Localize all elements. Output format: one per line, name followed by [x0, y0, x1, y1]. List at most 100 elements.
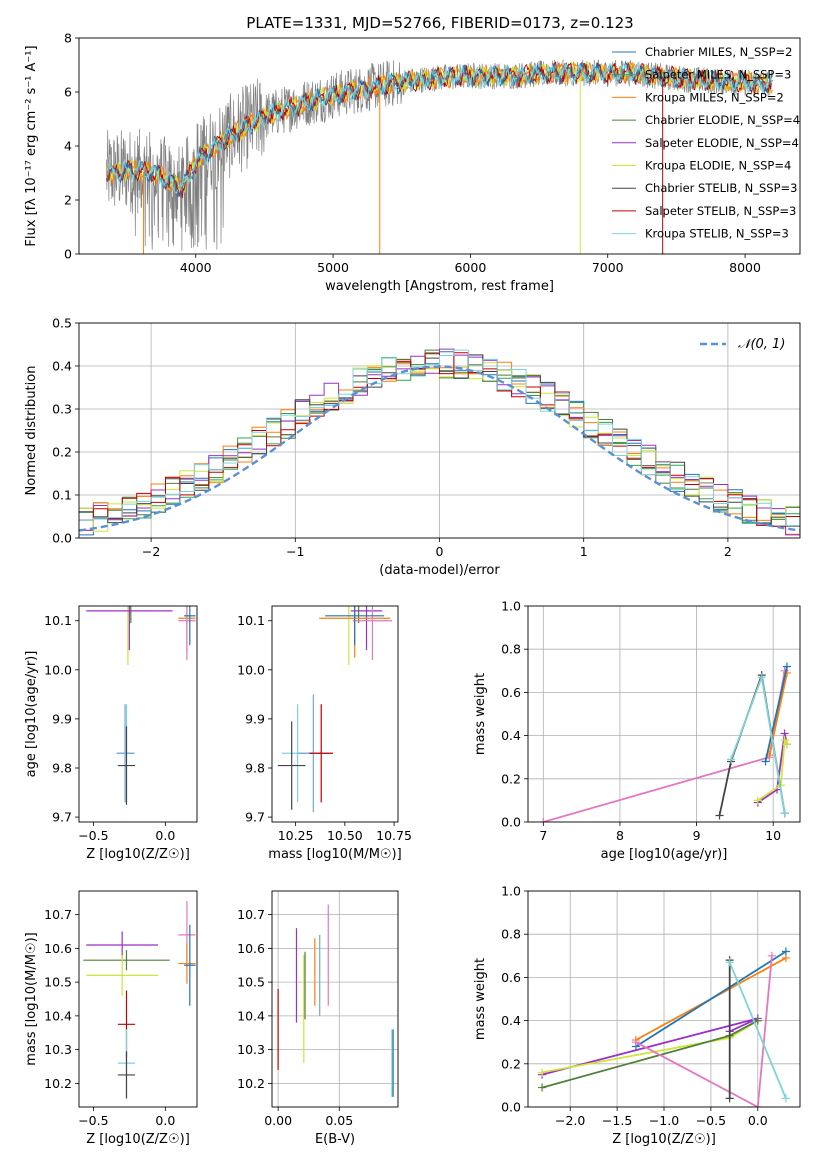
y-tick-label: 9.9: [245, 711, 265, 726]
weight-series: [757, 736, 788, 802]
panel-spectrum: 4000 5000 6000 7000 8000 0 2 4 6 8 wavelength [Ang…: [24, 31, 801, 294]
weight-series: [764, 666, 788, 762]
y-tick-label: 0.8: [501, 642, 521, 657]
axes-frame: [78, 37, 801, 255]
x-axis-label: Z [log10(Z/Z☉)]: [86, 1132, 190, 1147]
y-tick-label: 0.2: [501, 771, 521, 786]
plot-area-residuals: [79, 323, 800, 538]
y-axis-label: mass weight: [473, 673, 488, 755]
weight-point: [780, 809, 789, 818]
y-tick-label: 10.5: [44, 975, 72, 990]
panel-weight_vs_age: 7 8 9 10 0.0 0.2 0.4 0.6 0.8 1.0 age [log10(age/yr…: [473, 599, 801, 862]
y-tick-label: 0.0: [52, 531, 72, 546]
normal-curve: [79, 365, 800, 532]
y-tick-label: 0.0: [501, 815, 521, 830]
weight-point: [539, 818, 548, 822]
y-tick-label: 0: [64, 247, 72, 262]
legend-entry: Kroupa MILES, N_SSP=2: [645, 90, 784, 104]
x-tick-label: −1: [286, 544, 304, 559]
weight-point: [725, 1094, 734, 1103]
weight-point: [753, 796, 762, 805]
y-tick-label: 2: [64, 193, 72, 208]
weight-point: [727, 755, 736, 764]
y-tick-label: 10.7: [237, 907, 265, 922]
x-tick-label: 0.00: [264, 1113, 292, 1128]
plot-area-age_vs_mass: [277, 606, 393, 813]
x-tick-label: 10: [765, 828, 781, 843]
weight-point: [753, 1016, 762, 1025]
y-tick-label: 0.0: [501, 1100, 521, 1115]
weight-point: [781, 1094, 790, 1103]
weight-point: [780, 735, 789, 744]
x-tick-label: −1.0: [649, 1113, 679, 1128]
residual-histogram: [79, 349, 800, 526]
x-tick-label: −0.5: [78, 828, 108, 843]
x-axis-label: E(B-V): [315, 1132, 355, 1147]
plot-area-age_vs_Z: [86, 606, 196, 805]
legend-entry: Kroupa ELODIE, N_SSP=4: [645, 159, 791, 173]
panel-weight_vs_Z: −2.0 −1.5 −1.0 −0.5 0.0 0.0 0.2 0.4 0.6 0.8 1.0 Z […: [473, 884, 801, 1147]
y-tick-label: 0.1: [52, 488, 72, 503]
x-axis-label: Z [log10(Z/Z☉)]: [86, 847, 190, 862]
x-tick-label: 4000: [180, 260, 212, 275]
x-tick-label: 10.50: [327, 828, 363, 843]
weight-series: [541, 1019, 759, 1089]
x-tick-label: 8: [616, 828, 624, 843]
x-tick-label: −2.0: [555, 1113, 585, 1128]
y-tick-label: 9.8: [245, 761, 265, 776]
weight-point: [782, 740, 791, 749]
legend-entry: Salpeter MILES, N_SSP=3: [645, 68, 791, 82]
y-tick-label: 0.6: [501, 685, 521, 700]
x-tick-label: 9: [693, 828, 701, 843]
y-tick-label: 10.2: [237, 1076, 265, 1091]
weight-point: [761, 757, 770, 766]
weight-point: [781, 947, 790, 956]
weight-series: [635, 955, 773, 1107]
y-tick-label: 0.6: [501, 970, 521, 985]
y-tick-label: 10.1: [44, 613, 72, 628]
y-axis-label: Flux [fλ 10⁻¹⁷ erg cm⁻² s⁻¹ A⁻¹]: [24, 45, 39, 246]
legend-entry: 𝒩(0, 1): [738, 337, 785, 352]
x-axis-label: Z [log10(Z/Z☉)]: [612, 1132, 716, 1147]
x-tick-label: −0.5: [696, 1113, 726, 1128]
plot-area-spectrum: [106, 59, 773, 254]
model-spectrum: [106, 61, 773, 194]
weight-series: [543, 670, 786, 822]
y-tick-label: 0.4: [501, 1013, 521, 1028]
axes-frame: [527, 605, 801, 823]
y-axis-label: Normed distribution: [24, 366, 39, 496]
plot-area-weight_vs_Z: [528, 891, 800, 1107]
observed-spectrum: [106, 59, 773, 251]
y-tick-label: 10.1: [237, 613, 265, 628]
weight-point: [767, 951, 776, 960]
legend-entry: Chabrier MILES, N_SSP=2: [645, 45, 792, 59]
x-tick-label: 0.0: [155, 1113, 175, 1128]
x-axis-label: age [log10(age/yr)]: [601, 847, 728, 862]
y-tick-label: 0.2: [52, 445, 72, 460]
y-tick-label: 10.6: [44, 941, 72, 956]
model-spectrum: [106, 61, 773, 199]
legend-entry: Salpeter STELIB, N_SSP=3: [645, 204, 796, 218]
y-tick-label: 10.3: [237, 1042, 265, 1057]
weight-point: [631, 1038, 640, 1047]
y-tick-label: 6: [64, 85, 72, 100]
weight-point: [725, 958, 734, 967]
y-tick-label: 10.3: [44, 1042, 72, 1057]
x-tick-label: 2: [724, 544, 732, 559]
weight-series: [757, 733, 788, 804]
y-tick-label: 9.7: [52, 810, 72, 825]
legend-entry: Salpeter ELODIE, N_SSP=4: [645, 136, 799, 150]
x-tick-label: 10.75: [376, 828, 412, 843]
y-tick-label: 0.2: [501, 1056, 521, 1071]
x-axis-label: (data-model)/error: [379, 563, 500, 578]
x-tick-label: 6000: [454, 260, 486, 275]
plot-layer: 4000 5000 6000 7000 8000 0 2 4 6 8 wavelength [Ang…: [24, 31, 801, 1147]
weight-point: [715, 811, 724, 820]
x-tick-label: 7: [539, 828, 547, 843]
x-tick-label: 0.05: [325, 1113, 353, 1128]
figure-title: PLATE=1331, MJD=52766, FIBERID=0173, z=0…: [246, 14, 633, 32]
x-tick-label: 8000: [729, 260, 761, 275]
y-tick-label: 10.4: [44, 1008, 72, 1023]
weight-point: [757, 673, 766, 682]
